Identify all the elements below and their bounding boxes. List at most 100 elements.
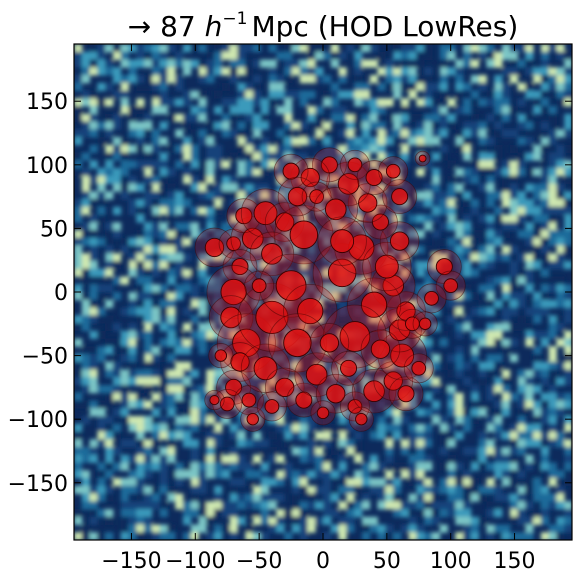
density-cell [447, 470, 456, 479]
density-cell [486, 214, 495, 223]
density-cell [540, 369, 550, 378]
density-cell [354, 470, 363, 479]
density-cell [167, 51, 176, 60]
density-cell [167, 338, 176, 347]
density-cell [470, 330, 480, 339]
density-cell [377, 144, 386, 153]
density-cell [144, 377, 153, 386]
density-cell [470, 416, 480, 425]
density-cell [159, 191, 168, 200]
density-cell [151, 199, 161, 208]
density-cell [237, 160, 246, 169]
density-cell [408, 67, 417, 76]
halo-core [418, 317, 432, 330]
density-cell [431, 152, 441, 161]
density-cell [509, 439, 519, 448]
density-cell [112, 361, 122, 370]
density-cell [361, 222, 371, 231]
density-cell [175, 416, 184, 425]
density-cell [260, 462, 270, 471]
density-cell [494, 214, 503, 223]
density-cell [501, 532, 511, 540]
density-cell [330, 524, 340, 533]
density-cell [463, 524, 472, 533]
density-cell [540, 175, 550, 184]
density-cell [175, 51, 184, 60]
density-cell [501, 493, 511, 502]
density-cell [548, 431, 557, 440]
density-cell [136, 51, 145, 60]
density-cell [470, 516, 480, 525]
density-cell [494, 485, 503, 494]
density-cell [112, 67, 122, 76]
density-cell [144, 338, 153, 347]
density-cell [478, 439, 487, 448]
density-cell [400, 524, 410, 533]
density-cell [447, 67, 456, 76]
density-cell [556, 299, 565, 308]
density-cell [120, 416, 129, 425]
density-cell [284, 152, 293, 161]
density-cell [564, 292, 572, 301]
density-cell [424, 392, 433, 401]
density-cell [167, 268, 176, 277]
density-cell [416, 268, 425, 277]
density-cell [533, 261, 542, 270]
density-cell [159, 315, 168, 324]
density-cell [564, 478, 572, 487]
halo-point [312, 147, 347, 183]
density-cell [276, 392, 285, 401]
density-cell [385, 237, 394, 246]
density-cell [89, 268, 98, 277]
density-cell [252, 44, 262, 53]
halo-core [389, 231, 410, 251]
density-cell [486, 323, 495, 332]
density-cell [564, 423, 572, 432]
chart-title-number: 87 [160, 10, 196, 43]
density-cell [144, 237, 153, 246]
density-cell [151, 51, 161, 60]
density-cell [198, 168, 207, 177]
density-cell [144, 75, 153, 84]
halo-core [330, 229, 355, 254]
density-cell [346, 509, 355, 518]
density-cell [385, 82, 394, 91]
chart-title-unit-symbol: h [205, 10, 223, 43]
density-cell [167, 44, 176, 53]
density-cell [128, 144, 137, 153]
density-cell [260, 160, 270, 169]
density-cell [307, 160, 316, 169]
density-cell [338, 485, 347, 494]
x-tick-label: −150 [101, 549, 161, 574]
density-cell [525, 129, 534, 138]
density-cell [439, 152, 448, 161]
halo-point [273, 153, 309, 189]
density-cell [136, 501, 145, 510]
density-cell [540, 400, 550, 409]
density-cell [416, 191, 425, 200]
density-cell [198, 59, 207, 68]
density-cell [564, 144, 572, 153]
density-cell [151, 392, 161, 401]
density-cell [175, 237, 184, 246]
density-cell [198, 478, 207, 487]
halo-core [347, 157, 363, 173]
density-cell [105, 245, 114, 254]
density-cell [182, 175, 192, 184]
density-cell [151, 532, 161, 540]
density-cell [268, 493, 277, 502]
density-cell [214, 361, 223, 370]
density-cell [455, 183, 464, 192]
density-cell [455, 129, 464, 138]
density-cell [315, 121, 324, 130]
density-cell [424, 82, 433, 91]
density-cell [167, 385, 176, 394]
density-cell [470, 462, 480, 471]
density-cell [237, 82, 246, 91]
density-cell [338, 501, 347, 510]
density-cell [276, 400, 285, 409]
density-cell [237, 299, 246, 308]
density-cell [74, 75, 83, 84]
density-cell [89, 237, 98, 246]
density-cell [105, 400, 114, 409]
